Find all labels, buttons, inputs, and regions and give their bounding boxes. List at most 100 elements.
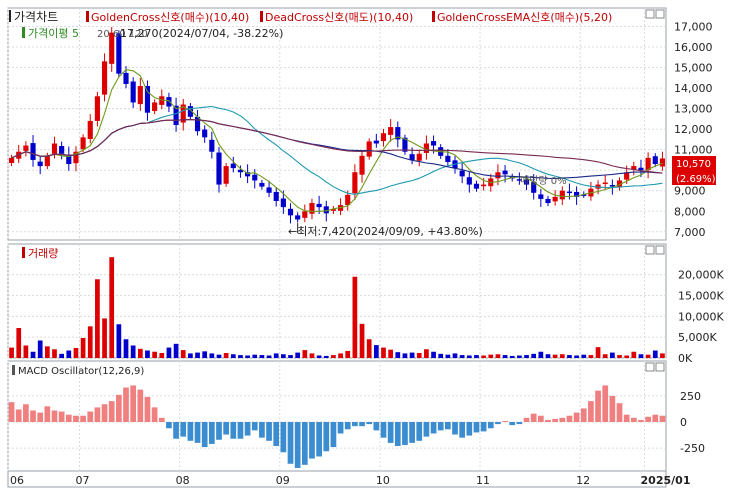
volume-bar xyxy=(538,351,544,358)
volume-close-button[interactable] xyxy=(655,245,665,255)
macd-bar xyxy=(530,413,537,422)
candle-body xyxy=(123,72,129,84)
volume-bar xyxy=(259,355,265,358)
macd-bar xyxy=(630,417,637,422)
volume-bar xyxy=(152,351,157,358)
volume-bar xyxy=(338,353,343,358)
panel-close-button[interactable] xyxy=(655,9,665,19)
macd-bar xyxy=(416,422,423,441)
volume-bar xyxy=(159,353,165,358)
volume-bar xyxy=(345,350,351,358)
candle-body xyxy=(631,166,637,170)
volume-bar xyxy=(631,351,637,358)
legend-ma-label: 가격이평 5 xyxy=(28,27,79,40)
volume-tick-label: 15,000K xyxy=(678,290,724,303)
candle-body xyxy=(302,211,308,218)
volume-bar xyxy=(545,354,551,358)
macd-bar xyxy=(194,422,201,443)
volume-bar xyxy=(202,351,208,358)
macd-bar xyxy=(58,411,65,422)
candle-body xyxy=(531,182,537,193)
macd-bar xyxy=(65,414,72,422)
volume-bar xyxy=(16,328,22,358)
volume-bar xyxy=(588,355,594,358)
panel-maximize-button[interactable] xyxy=(645,9,655,19)
macd-bar xyxy=(94,407,101,422)
candle-body xyxy=(352,172,358,194)
volume-bar xyxy=(331,355,336,358)
candle-body xyxy=(173,105,179,126)
candle-body xyxy=(502,170,508,175)
volume-bar xyxy=(59,353,65,358)
volume-bar xyxy=(388,349,394,358)
candle-body xyxy=(330,209,336,211)
candle-body xyxy=(130,81,136,103)
macd-bar xyxy=(638,419,644,422)
volume-marker xyxy=(22,247,25,258)
macd-bar xyxy=(444,422,451,430)
candle-body xyxy=(645,157,651,171)
candle-body xyxy=(473,183,480,189)
macd-bar xyxy=(137,389,144,422)
x-tick-label: 2025/01 xyxy=(641,474,691,487)
candle-body xyxy=(66,154,72,165)
macd-bar xyxy=(509,422,516,426)
candle-body xyxy=(402,137,408,152)
volume-bar xyxy=(52,349,57,358)
macd-bar xyxy=(602,385,609,422)
candle-body xyxy=(266,187,272,193)
candle-body xyxy=(101,61,108,95)
volume-bar xyxy=(23,345,29,358)
macd-tick-label: -250 xyxy=(680,442,705,455)
volume-tick-label: 10,000K xyxy=(678,310,724,323)
volume-bar xyxy=(660,353,665,358)
volume-bar xyxy=(524,355,529,358)
volume-bar xyxy=(481,355,486,358)
price-panel-frame xyxy=(7,7,667,241)
x-tick-label: 11 xyxy=(476,474,490,487)
candle-body xyxy=(624,172,630,180)
volume-bar xyxy=(617,355,622,358)
macd-bar xyxy=(552,418,559,422)
macd-bar xyxy=(166,422,172,429)
volume-bar xyxy=(288,355,293,358)
volume-bar xyxy=(373,345,379,358)
candle-body xyxy=(180,104,186,123)
macd-close-button[interactable] xyxy=(655,362,665,372)
volume-bar xyxy=(567,355,572,358)
volume-bar xyxy=(609,352,615,358)
volume-bar xyxy=(9,347,14,358)
macd-bar xyxy=(280,422,287,453)
candle-body xyxy=(37,161,43,167)
candle-body xyxy=(94,96,100,121)
volume-bar xyxy=(80,338,86,358)
macd-bar xyxy=(359,422,365,427)
candle-body xyxy=(345,194,351,206)
candle-body xyxy=(516,179,522,181)
price-tick-label: 13,000 xyxy=(674,103,713,116)
candle-body xyxy=(309,203,315,214)
macd-bar xyxy=(123,387,129,422)
volume-bar xyxy=(44,346,50,358)
candle-body xyxy=(295,215,301,220)
volume-bar xyxy=(266,355,272,358)
macd-maximize-button[interactable] xyxy=(645,362,655,372)
volume-bar xyxy=(223,353,229,358)
candle-body xyxy=(388,127,394,135)
volume-maximize-button[interactable] xyxy=(645,245,655,255)
macd-bar xyxy=(659,415,666,422)
macd-bar xyxy=(588,401,594,422)
macd-bar xyxy=(344,422,351,430)
price-tick-label: 15,000 xyxy=(674,62,713,75)
volume-bar xyxy=(438,353,444,358)
volume-tick-label: 20,000K xyxy=(678,269,724,282)
volume-bar xyxy=(645,354,651,358)
candle-body xyxy=(194,116,201,132)
macd-bar xyxy=(402,422,408,445)
last-change-box xyxy=(672,171,716,185)
macd-bar xyxy=(208,422,215,444)
legend-signal-dead: DeadCross신호(매도)(10,40) xyxy=(265,11,413,24)
macd-bar xyxy=(30,410,36,422)
high-price-note: 17,270(2024/07/04, -38.22%) xyxy=(120,27,283,40)
candle-body xyxy=(423,143,429,153)
